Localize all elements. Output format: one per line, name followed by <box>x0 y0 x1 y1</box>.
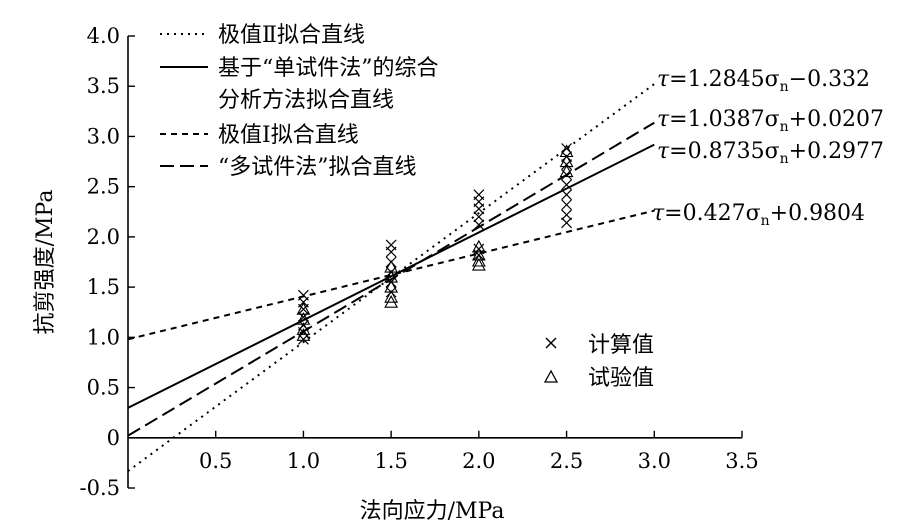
legend-label-long-dash: “多试件法”拟合直线 <box>218 155 417 180</box>
calculated-point <box>561 217 572 229</box>
calculated-point <box>561 209 572 221</box>
y-tick-label: 3.5 <box>87 74 120 98</box>
y-tick-label: 2.5 <box>87 175 120 199</box>
legend-marker-x-icon <box>545 337 557 349</box>
equation-extreme-1: τ=0.427σn+0.9804 <box>652 201 865 229</box>
y-tick-label: -0.5 <box>80 476 121 500</box>
legend-label-test: 试验值 <box>588 366 654 391</box>
y-axis-title: 抗剪强度/MPa <box>33 190 58 335</box>
y-tick-label: 1.5 <box>87 275 120 299</box>
calculated-point <box>561 199 572 211</box>
calculated-point <box>473 219 485 231</box>
y-tick-label: 3.0 <box>87 124 120 148</box>
fit-lines <box>128 83 655 472</box>
equation-extreme-2: τ=1.2845σn−0.332 <box>657 67 870 95</box>
legend-label-dotted: 极值Ⅱ拟合直线 <box>218 23 365 48</box>
x-tick-label: 2.5 <box>550 449 583 473</box>
x-tick-label: 3.0 <box>638 449 671 473</box>
x-tick-label: 2.0 <box>462 449 495 473</box>
fit-line-short-dash <box>128 209 655 341</box>
x-tick-label: 3.5 <box>725 449 758 473</box>
calculated-point <box>473 211 485 223</box>
equation-multi-specimen: τ=1.0387σn+0.0207 <box>657 107 884 135</box>
y-tick-label: 2.0 <box>87 225 120 249</box>
y-tick-label: 1.0 <box>87 325 120 349</box>
test-point <box>296 328 311 341</box>
legend-label-short-dash: 极值Ⅰ拟合直线 <box>218 123 359 148</box>
test-point <box>471 257 486 271</box>
calculated-point <box>385 246 397 258</box>
x-tick-label: 1.0 <box>287 449 320 473</box>
marker-legend: 计算值 试验值 <box>543 333 654 391</box>
fit-line-solid <box>128 143 655 409</box>
test-point <box>471 253 486 267</box>
x-tick-label: 1.5 <box>374 449 407 473</box>
equations: τ=1.2845σn−0.332 τ=1.0387σn+0.0207 τ=0.8… <box>652 67 884 229</box>
test-point <box>384 290 399 303</box>
fit-line-dotted <box>128 83 655 472</box>
x-axis-title: 法向应力/MPa <box>360 499 505 524</box>
legend-label-calculated: 计算值 <box>588 333 654 358</box>
equation-single-specimen: τ=0.8735σn+0.2977 <box>657 139 884 167</box>
y-tick-label: 0 <box>107 426 120 450</box>
legend-label-solid-line2: 分析方法拟合直线 <box>218 88 394 113</box>
legend-label-solid: 基于“单试件法”的综合 <box>218 56 439 81</box>
test-point <box>559 164 574 178</box>
y-tick-label: 0.5 <box>87 376 120 400</box>
x-tick-label: 0.5 <box>199 449 232 473</box>
y-tick-label: 4.0 <box>87 24 120 48</box>
test-point <box>296 322 311 335</box>
line-legend: 极值Ⅱ拟合直线 基于“单试件法”的综合 分析方法拟合直线 极值Ⅰ拟合直线 “多试… <box>160 23 439 180</box>
scatter-points <box>296 143 574 345</box>
test-point <box>384 295 399 308</box>
calculated-point <box>298 303 309 315</box>
calculated-point <box>561 179 572 191</box>
calculated-point <box>473 203 485 215</box>
calculated-point <box>561 189 572 201</box>
axes: -0.5 0 0.5 1.0 1.5 2.0 2.5 3.0 3.5 4.0 0.5 1.0 1.5 2.… <box>80 24 759 500</box>
legend-marker-triangle-icon <box>543 369 559 383</box>
test-point <box>471 239 486 253</box>
